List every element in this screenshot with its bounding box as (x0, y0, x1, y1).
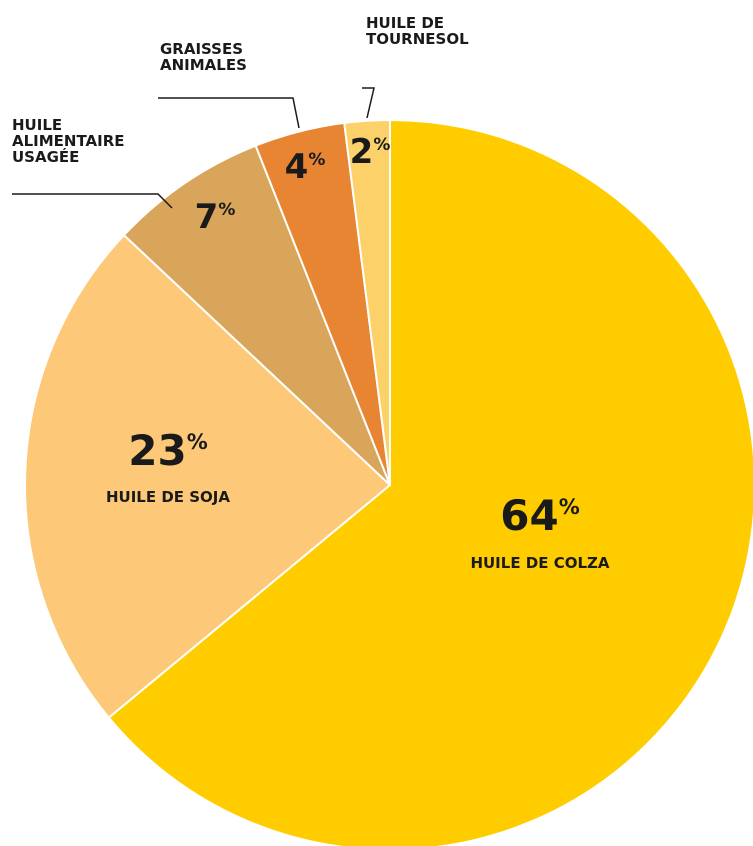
leader-line-huile-alimentaire-usagee (12, 193, 173, 209)
percent-label-huile-de-soja: 23% (128, 426, 208, 475)
percent-label-graisses-animales: 4% (285, 147, 326, 187)
percent-label-huile-de-colza: 64% (500, 491, 580, 540)
slice-name-huile-de-colza: HUILE DE COLZA (470, 554, 609, 572)
leader-line-graisses-animales (158, 97, 300, 129)
pie-labels: 64% HUILE DE COLZA 23% HUILE DE SOJA 7% 4% 2% H… (12, 14, 610, 572)
pie-slices (24, 119, 753, 846)
pie-slice-huile-de-soja (24, 234, 391, 719)
slice-name-huile-de-soja: HUILE DE SOJA (106, 488, 230, 506)
pie-slice-huile-de-colza (107, 119, 753, 846)
slice-name-graisses-animales: GRAISSES ANIMALES (160, 40, 247, 74)
slice-name-huile-alimentaire-usagee: HUILE ALIMENTAIRE USAGÉE (12, 116, 125, 166)
leader-line-huile-de-tournesol (362, 87, 375, 119)
pie-slice-huile-alimentaire-usagee (122, 144, 391, 486)
pie-slice-huile-de-tournesol (343, 119, 391, 486)
percent-label-huile-de-tournesol: 2% (350, 132, 391, 172)
percent-label-huile-alimentaire-usagee: 7% (195, 197, 236, 237)
slice-name-huile-de-tournesol: HUILE DE TOURNESOL (366, 14, 469, 48)
